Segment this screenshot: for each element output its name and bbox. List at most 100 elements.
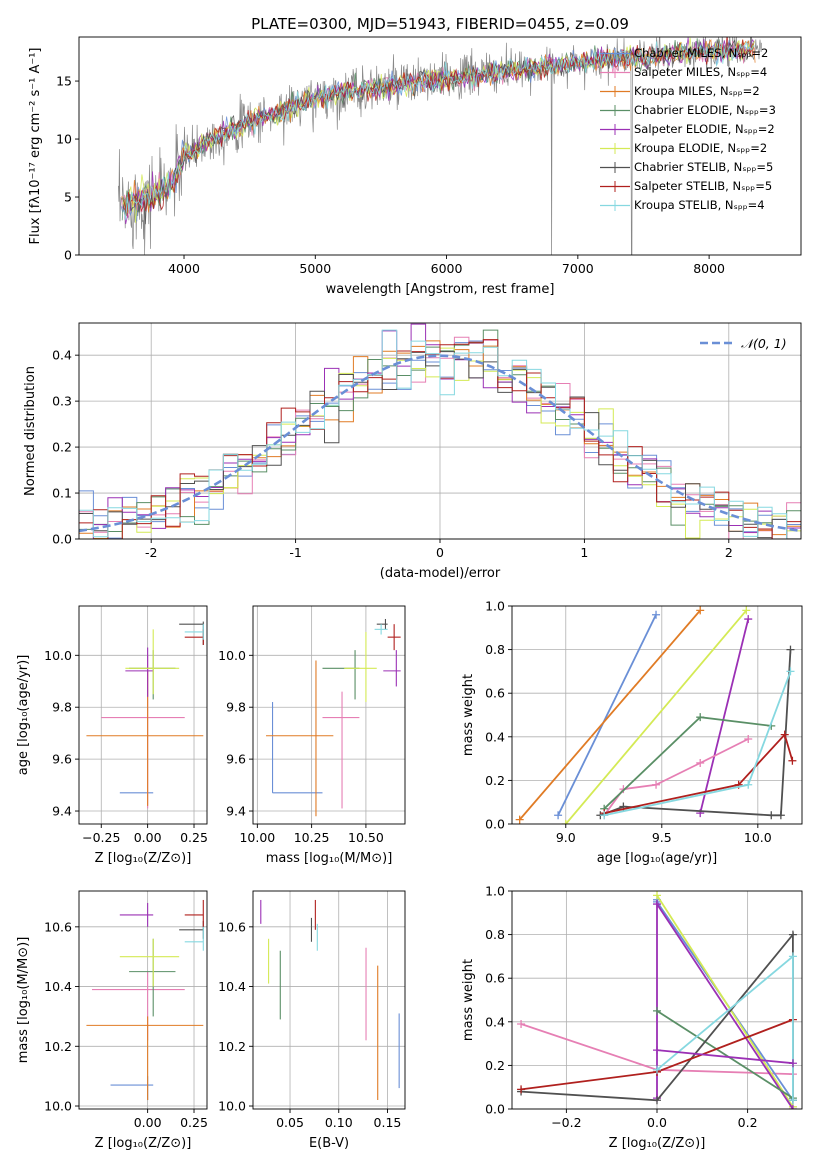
axes-frame: [511, 605, 803, 825]
histogram-kroupa-elodie: [79, 347, 801, 539]
legend-label-kroupa-miles: Kroupa MILES, Nₛₚₚ=2: [634, 84, 760, 98]
panel-spectrum: 4000 5000 6000 7000 8000 0 5 10 15 wavelength [An…: [28, 36, 802, 297]
x-tick-label: 4000: [168, 261, 200, 276]
y-tick-label: 0.8: [485, 927, 505, 942]
panel-mass-vs-z: 0.00 0.25 10.0 10.2 10.4 10.6 Z [log₁₀(Z/Z⊙)] m…: [16, 890, 208, 1151]
normal-distribution-curve: [79, 354, 801, 533]
y-tick-label: 0.2: [485, 1058, 505, 1073]
model-spectrum-kroupa-stelib: [123, 40, 755, 220]
x-tick-label: 7000: [562, 261, 594, 276]
x-tick-label: 0.25: [180, 1115, 208, 1130]
legend-label-chabrier-elodie: Chabrier ELODIE, Nₛₚₚ=3: [634, 103, 776, 117]
weight-marker: [696, 713, 705, 722]
weight-line-chabrier-miles: [557, 614, 657, 816]
y-axis-label: Flux [fλ10⁻¹⁷ erg cm⁻² s⁻¹ A⁻¹]: [28, 48, 43, 245]
x-tick-label: 0.10: [325, 1115, 353, 1130]
y-tick-label: 10.6: [218, 919, 246, 934]
panel-mass-vs-ebv: 0.05 0.10 0.15 10.0 10.2 10.4 10.6 E(B-V): [218, 890, 406, 1151]
errorbar-kroupa-elodie: [125, 629, 180, 695]
y-tick-label: 10: [56, 132, 72, 147]
y-tick-label: 10.0: [44, 648, 72, 663]
errorbar-kroupa-miles: [266, 660, 334, 817]
errorbar-chabrier-stelib: [376, 618, 388, 630]
x-axis-label: Z [log₁₀(Z/Z⊙)]: [95, 1136, 192, 1151]
weight-marker: [788, 1105, 797, 1109]
weight-marker: [780, 730, 789, 739]
y-tick-label: 0.4: [52, 348, 72, 363]
errorbar-chabrier-stelib: [179, 920, 204, 939]
x-tick-label: 0.2: [738, 1115, 758, 1130]
y-tick-label: 10.2: [44, 1039, 72, 1054]
weight-marker: [767, 811, 776, 820]
errorbar-kroupa-elodie: [344, 631, 377, 703]
y-tick-label: 9.4: [226, 804, 246, 819]
errorbar-salpeter-stelib: [387, 624, 401, 651]
y-tick-label: 10.4: [218, 979, 246, 994]
spectrum-legend: Chabrier MILES, Nₛₚₚ=2 Salpeter MILES, Nₛ…: [600, 46, 776, 212]
y-tick-label: 10.2: [218, 1039, 246, 1054]
legend-label-chabrier-stelib: Chabrier STELIB, Nₛₚₚ=5: [634, 160, 773, 174]
weight-marker: [776, 811, 785, 820]
x-axis-label: age [log₁₀(age/yr)]: [597, 851, 718, 866]
x-axis-label: E(B-V): [309, 1136, 349, 1151]
errorbar-kroupa-stelib: [184, 624, 204, 640]
x-axis-label: (data-model)/error: [380, 566, 501, 581]
weight-marker: [742, 606, 751, 615]
y-axis-label: mass weight: [461, 959, 476, 1041]
weight-line-kroupa-elodie: [656, 894, 794, 1108]
x-tick-label: 10.0: [744, 830, 772, 845]
errorbar-chabrier-elodie: [129, 938, 176, 1017]
errorbar-salpeter-miles: [101, 655, 185, 809]
x-axis-label: mass [log₁₀(M/M⊙)]: [266, 851, 393, 866]
axes-frame: [78, 322, 802, 540]
legend-label-salpeter-stelib: Salpeter STELIB, Nₛₚₚ=5: [634, 179, 772, 193]
chart-title: PLATE=0300, MJD=51943, FIBERID=0455, z=0…: [251, 15, 629, 33]
weight-marker: [600, 811, 609, 820]
legend-label-normal: 𝒩(0, 1): [741, 336, 787, 351]
weight-line-chabrier-elodie: [656, 1010, 794, 1099]
legend-label-chabrier-miles: Chabrier MILES, Nₛₚₚ=2: [634, 46, 768, 60]
y-axis-label: mass [log₁₀(M/M⊙)]: [16, 937, 31, 1064]
weight-marker: [517, 1085, 526, 1094]
plot-area: [86, 621, 204, 809]
weight-line-salpeter-stelib: [604, 732, 794, 814]
errorbar-salpeter-miles: [91, 971, 185, 1041]
y-tick-label: 0.4: [485, 729, 505, 744]
x-tick-label: 0: [436, 545, 444, 560]
panel-age-vs-z: −0.25 0.00 0.25 9.4 9.6 9.8 10.0 Z [log₁₀(Z/Z⊙)…: [16, 605, 208, 866]
y-tick-label: 9.8: [226, 700, 246, 715]
weight-marker: [788, 952, 797, 961]
panel-age-vs-mass: 10.00 10.25 10.50 9.4 9.6 9.8 10.0 mass [log₁₀(…: [218, 605, 406, 866]
weight-marker: [652, 610, 661, 619]
x-tick-label: 0.05: [276, 1115, 304, 1130]
legend-label-kroupa-stelib: Kroupa STELIB, Nₛₚₚ=4: [634, 198, 765, 212]
y-tick-label: 1.0: [485, 884, 505, 899]
y-tick-label: 10.0: [218, 648, 246, 663]
plot-area: [79, 323, 801, 539]
weight-marker: [744, 780, 753, 789]
plot-area: [517, 891, 797, 1109]
y-tick-label: 5: [64, 190, 72, 205]
weight-marker: [653, 891, 661, 900]
x-tick-label: 5000: [299, 261, 331, 276]
axes-frame: [78, 605, 208, 825]
errorbar-chabrier-miles: [271, 702, 323, 794]
axes-frame: [511, 890, 803, 1110]
histogram-kroupa-stelib: [79, 329, 801, 539]
y-tick-label: 0.3: [52, 394, 72, 409]
weight-line-kroupa-miles: [519, 609, 701, 821]
x-tick-label: 0.25: [180, 830, 208, 845]
weight-marker: [517, 1019, 526, 1028]
weight-marker: [653, 1046, 661, 1055]
weight-marker: [554, 811, 563, 820]
plot-area: [118, 37, 762, 255]
y-tick-label: 0.2: [52, 440, 72, 455]
errorbar-kroupa-stelib: [374, 624, 388, 635]
y-tick-label: 0.0: [485, 817, 505, 832]
x-tick-label: 0.15: [374, 1115, 402, 1130]
y-tick-label: 9.6: [226, 752, 246, 767]
x-tick-label: −0.2: [551, 1115, 581, 1130]
y-tick-label: 0.6: [485, 971, 505, 986]
y-tick-label: 9.4: [52, 804, 72, 819]
